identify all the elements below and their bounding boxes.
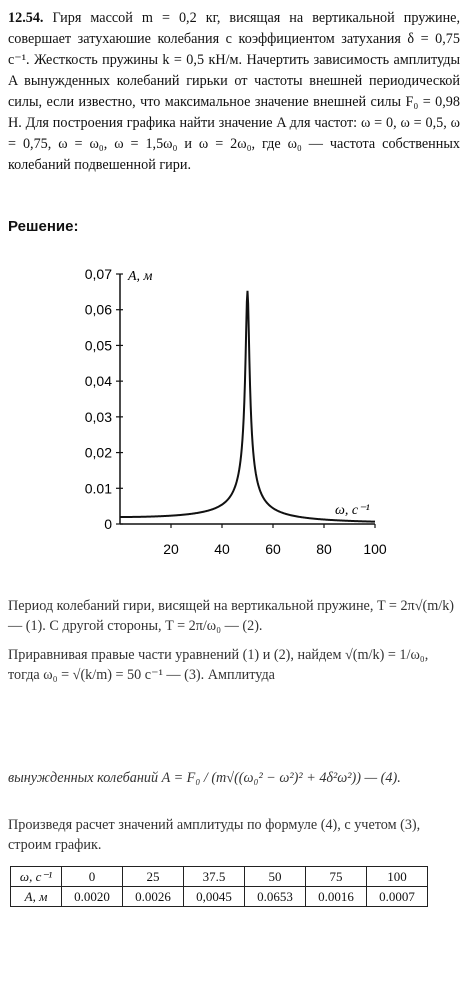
x-tick-label: 80	[316, 541, 332, 557]
table-cell: 75	[305, 866, 367, 887]
amplitude-chart: 0 0.01 0,02 0,03 0,04 0,05 0,06 0,07 20 40 60 80 100…	[85, 266, 387, 557]
table-row: ω, с⁻¹ 0 25 37.5 50 75 100	[10, 866, 428, 887]
y-axis-label: A, м	[127, 269, 153, 284]
problem-text: Гиря массой m = 0,2 кг, висящая на верти…	[8, 10, 461, 173]
table-cell: 0.0016	[305, 886, 367, 907]
x-tick-label: 40	[214, 541, 230, 557]
x-tick-label: 20	[163, 541, 179, 557]
y-tick-label: 0,07	[85, 266, 112, 282]
y-tick-label: 0.01	[85, 480, 112, 496]
solution-paragraph-4: Произведя расчет значений амплитуды по ф…	[8, 817, 421, 853]
table-cell: 0.0020	[61, 886, 123, 907]
chart-axes	[119, 274, 375, 525]
y-tick-label: 0,04	[85, 373, 112, 389]
x-tick-label: 100	[363, 541, 387, 557]
table-header-omega: ω, с⁻¹	[10, 866, 62, 887]
solution-paragraph-2: Приравнивая правые части уравнений (1) и…	[8, 647, 429, 683]
table-cell: 37.5	[183, 866, 245, 887]
chart-ticks: 0 0.01 0,02 0,03 0,04 0,05 0,06 0,07 20 40 60 80 100	[85, 266, 387, 557]
y-tick-label: 0,03	[85, 409, 112, 425]
solution-paragraph-1: Период колебаний гири, висящей на вертик…	[8, 598, 455, 634]
x-tick-label: 60	[265, 541, 281, 557]
x-axis-label: ω, с⁻¹	[335, 503, 370, 518]
table-cell: 0	[61, 866, 123, 887]
y-tick-label: 0,06	[85, 302, 112, 318]
table-cell: 100	[366, 866, 428, 887]
table-cell: 0.0007	[366, 886, 428, 907]
table-cell: 50	[244, 866, 306, 887]
problem-number: 12.54.	[8, 10, 44, 26]
table-row: A, м 0.0020 0.0026 0,0045 0.0653 0.0016 …	[10, 886, 428, 907]
amplitude-table: ω, с⁻¹ 0 25 37.5 50 75 100 A, м 0.0020 0…	[10, 866, 428, 907]
table-cell: 0.0653	[244, 886, 306, 907]
y-tick-label: 0,05	[85, 337, 112, 353]
table-cell: 0.0026	[122, 886, 184, 907]
y-tick-label: 0	[104, 516, 112, 532]
problem-statement: 12.54. Гиря массой m = 0,2 кг, висящая н…	[8, 8, 460, 176]
solution-paragraph-3: вынужденных колебаний A = F₀ / (m√((ω₀² …	[8, 770, 401, 786]
table-header-amplitude: A, м	[10, 886, 62, 907]
table-cell: 25	[122, 866, 184, 887]
y-tick-label: 0,02	[85, 445, 112, 461]
solution-heading: Решение:	[8, 218, 79, 235]
resonance-curve	[120, 290, 376, 523]
table-cell: 0,0045	[183, 886, 245, 907]
